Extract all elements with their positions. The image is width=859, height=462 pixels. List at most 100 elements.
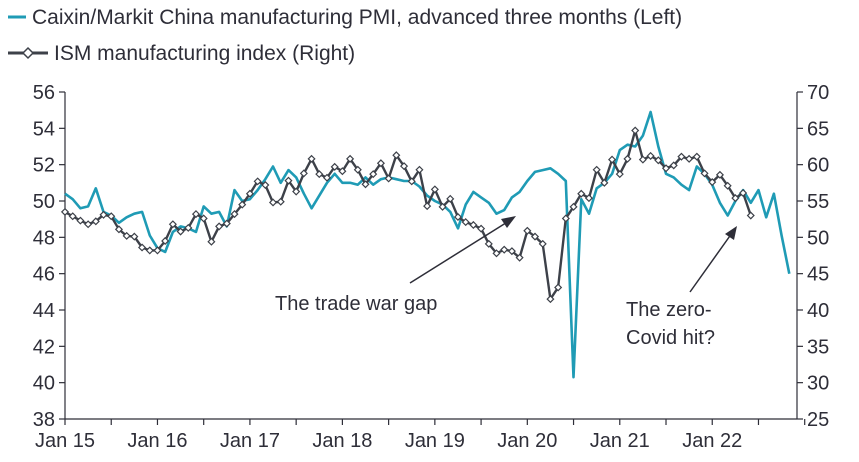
ism-data-point: [107, 212, 116, 221]
ism-data-point: [261, 180, 270, 190]
ism-data-point: [700, 169, 709, 178]
ism-data-point: [199, 214, 208, 223]
ism-data-point: [122, 231, 131, 240]
ism-data-point: [215, 222, 224, 231]
annotation-text-zero-covid-2: Covid hit?: [626, 327, 715, 349]
ism-data-point: [68, 212, 77, 221]
x-tick-label: Jan 22: [682, 430, 742, 452]
ism-data-point: [600, 178, 609, 187]
ism-data-point: [407, 177, 416, 186]
x-tick-label: Jan 15: [35, 430, 95, 452]
ism-data-point: [222, 219, 231, 228]
ism-data-point: [561, 214, 570, 223]
ism-data-point: [453, 212, 463, 222]
x-tick-label: Jan 20: [497, 430, 557, 452]
ism-data-point: [731, 194, 740, 203]
ism-data-point: [284, 176, 293, 185]
ism-data-point: [723, 181, 732, 190]
ism-data-point: [253, 177, 262, 186]
ism-data-point: [530, 232, 540, 241]
ism-data-point: [276, 197, 285, 206]
ism-data-point: [361, 180, 370, 189]
right-tick-label: 30: [807, 373, 829, 395]
ism-data-point: [292, 187, 301, 196]
legend: Caixin/Markit China manufacturing PMI, a…: [8, 6, 682, 65]
ism-data-point: [99, 210, 108, 219]
ism-data-point: [554, 283, 563, 292]
ism-data-point: [307, 154, 316, 163]
ism-data-point: [346, 154, 355, 163]
ism-data-point: [399, 162, 409, 171]
ism-data-point: [130, 232, 139, 241]
ism-data-point: [523, 226, 532, 235]
ism-data-point: [145, 246, 154, 255]
ism-data-point: [538, 239, 547, 248]
ism-data-point: [238, 200, 247, 209]
ism-data-point: [685, 154, 694, 163]
ism-data-point: [369, 170, 378, 179]
ism-data-point: [315, 170, 324, 179]
x-tick-label: Jan 21: [590, 430, 650, 452]
ism-data-point: [299, 169, 308, 178]
right-tick-label: 55: [807, 191, 829, 213]
ism-data-point: [654, 156, 663, 165]
ism-data-point: [446, 194, 455, 203]
ism-data-point: [746, 211, 755, 220]
left-tick-label: 42: [33, 336, 55, 358]
ism-data-point: [569, 202, 578, 211]
ism-data-point: [245, 189, 254, 198]
ism-data-point: [461, 218, 470, 227]
annotation-arrow-trade-war: [409, 220, 510, 284]
ism-data-point: [168, 220, 177, 229]
ism-data-point: [507, 247, 516, 256]
left-tick-label: 54: [33, 118, 55, 140]
ism-data-point: [492, 249, 501, 258]
annotation-trade-war: The trade war gap: [275, 216, 516, 315]
ism-data-point: [268, 198, 278, 207]
ism-data-point: [91, 217, 100, 226]
ism-data-point: [353, 165, 362, 174]
series-markers: [60, 126, 755, 304]
ism-data-point: [469, 220, 478, 230]
annotation-text-trade-war: The trade war gap: [275, 293, 437, 315]
ism-data-point: [330, 162, 339, 171]
annotation-zero-covid: The zero- Covid hit?: [626, 226, 737, 349]
left-tick-label: 48: [33, 227, 55, 249]
left-tick-label: 52: [33, 155, 55, 177]
ism-data-point: [692, 152, 701, 161]
tick-labels: 38 40 42 44 46 48 50 52 54 56 25 30 35 40 45 50 55 60 65 70…: [33, 82, 830, 452]
ism-data-point: [661, 164, 671, 173]
left-tick-label: 40: [33, 373, 55, 395]
ism-data-point: [114, 225, 123, 234]
ism-data-point: [191, 210, 201, 219]
x-tick-label: Jan 18: [312, 430, 372, 452]
ism-data-point: [515, 253, 524, 262]
ism-data-point: [138, 243, 147, 252]
ism-data-point: [615, 170, 624, 179]
ism-data-point: [153, 246, 162, 255]
annotation-arrowhead-trade-war: [501, 216, 516, 228]
x-tick-label: Jan 16: [127, 430, 187, 452]
right-tick-label: 25: [807, 409, 829, 431]
ism-data-point: [608, 155, 617, 164]
x-tick-label: Jan 19: [405, 430, 465, 452]
ism-data-point: [322, 173, 332, 182]
ism-data-point: [638, 155, 647, 164]
right-tick-label: 40: [807, 300, 829, 322]
ism-data-point: [592, 165, 601, 174]
right-tick-label: 70: [807, 82, 829, 104]
ism-data-point: [708, 178, 717, 187]
ism-data-point: [176, 227, 185, 236]
ism-data-point: [623, 154, 632, 163]
legend-label-ism: ISM manufacturing index (Right): [54, 42, 355, 65]
left-tick-label: 56: [33, 82, 55, 104]
left-tick-label: 50: [33, 191, 55, 213]
ism-data-point: [423, 202, 432, 211]
ism-data-point: [669, 161, 678, 170]
ism-data-point: [646, 151, 655, 160]
legend-diamond-marker: [21, 46, 35, 60]
ism-data-point: [577, 189, 586, 198]
ism-data-point: [207, 237, 216, 246]
ism-data-point: [546, 295, 555, 304]
